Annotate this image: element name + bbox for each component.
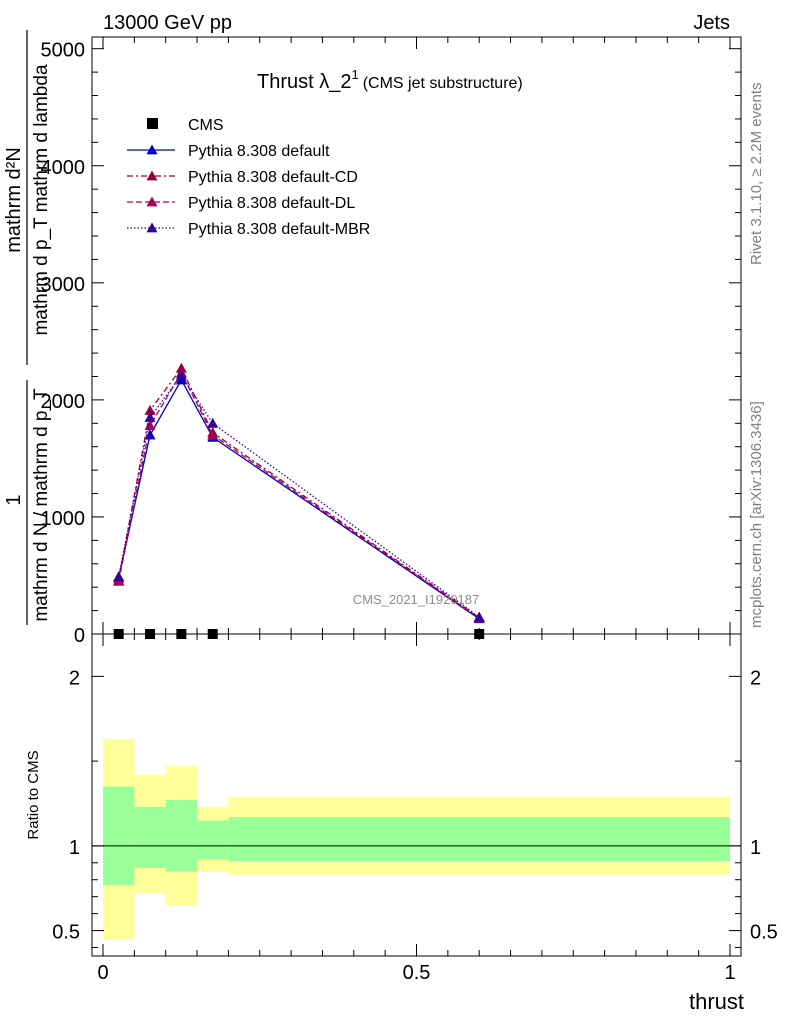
ratio-band-inner — [165, 800, 198, 872]
series-marker-dashdot — [144, 404, 156, 415]
header-left: 13000 GeV pp — [103, 12, 232, 34]
ratio-ylabel: Ratio to CMS — [25, 750, 42, 839]
series-marker-dashed — [144, 420, 156, 431]
plot-title-sub: (CMS jet substructure) — [363, 75, 523, 92]
ratio-bands — [103, 739, 730, 940]
series-line-dashdot — [118, 367, 480, 619]
series-marker-dotted — [144, 411, 156, 422]
ratio-xlabel: thrust — [689, 989, 744, 1014]
series-marker-dotted — [473, 611, 485, 622]
side-label-top: Rivet 3.1.10, ≥ 2.2M events — [748, 83, 765, 266]
main-ylabel: 1 mathrm d N / mathrm d p_T mathrm d²N m… — [3, 30, 52, 625]
ylabel-prefix-num: 1 — [3, 494, 25, 505]
ratio-xtick-label: 1 — [724, 962, 735, 984]
legend: CMS Pythia 8.308 default Pythia 8.308 defa… — [127, 117, 370, 238]
side-label-bottom: mcplots.cern.ch [arXiv:1306.3436] — [748, 401, 765, 628]
series-marker-dotted — [175, 369, 187, 380]
ratio-ytick-label: 2 — [69, 667, 80, 689]
header-right: Jets — [693, 12, 730, 34]
ratio-panel: 0.5 0.5 1 1 2 2 0 0.5 1 Ratio to CMS thrust — [25, 633, 778, 1014]
ratio-ytick-label: 0.5 — [52, 922, 80, 944]
series-marker-dotted — [207, 417, 219, 428]
watermark: CMS_2021_I1920187 — [353, 592, 480, 607]
main-ytick-label: 3000 — [41, 274, 86, 296]
legend-entry-label: CMS — [188, 117, 224, 134]
ratio-ytick-label-right: 2 — [750, 667, 761, 689]
ratio-ytick-label: 1 — [69, 837, 80, 859]
legend-entry-label: Pythia 8.308 default-MBR — [188, 221, 370, 238]
ratio-xtick-label: 0 — [97, 962, 108, 984]
legend-marker-dashed — [146, 196, 158, 207]
plot-title: Thrust λ_21 (CMS jet substructure) — [257, 67, 523, 93]
main-ytick-label: 4000 — [41, 157, 86, 179]
ratio-axis-ticks: 0.5 0.5 1 1 2 2 0 0.5 1 — [52, 634, 778, 984]
ratio-band-inner — [134, 806, 166, 868]
ylabel-numerator: mathrm d²N — [3, 147, 25, 253]
main-ytick-label: 5000 — [41, 40, 86, 62]
ratio-band-inner — [228, 817, 730, 862]
main-ytick-label: 1000 — [41, 508, 86, 530]
series-marker-dotted — [113, 571, 125, 582]
legend-marker-dashdot — [146, 170, 158, 181]
legend-entry-label: Pythia 8.308 default-CD — [188, 169, 358, 186]
legend-entry-label: Pythia 8.308 default — [188, 143, 330, 160]
ratio-band-inner — [103, 786, 135, 885]
main-ytick-label: 0 — [74, 625, 85, 647]
ylabel-prefix-den: mathrm d N / mathrm d p_T — [31, 388, 52, 622]
ratio-ytick-label-right: 0.5 — [750, 922, 778, 944]
legend-marker-dotted — [146, 222, 158, 233]
ratio-ytick-label-right: 1 — [750, 837, 761, 859]
main-ytick-label: 2000 — [41, 391, 86, 413]
series-marker-dashed — [207, 429, 219, 440]
legend-marker-solid — [146, 144, 158, 155]
ratio-xtick-label: 0.5 — [403, 962, 431, 984]
plot-title-sup: 1 — [351, 67, 358, 82]
series-line-solid — [118, 378, 480, 620]
ratio-band-inner — [197, 820, 229, 860]
legend-entry-label: Pythia 8.308 default-DL — [188, 195, 355, 212]
plot-title-main: Thrust λ_2 — [257, 71, 351, 93]
ylabel-denominator: mathrm d p_T mathrm d lambda — [31, 64, 52, 335]
legend-marker-cms — [147, 118, 158, 129]
main-axis-ticks: 0 1000 2000 3000 4000 5000 — [41, 37, 741, 647]
